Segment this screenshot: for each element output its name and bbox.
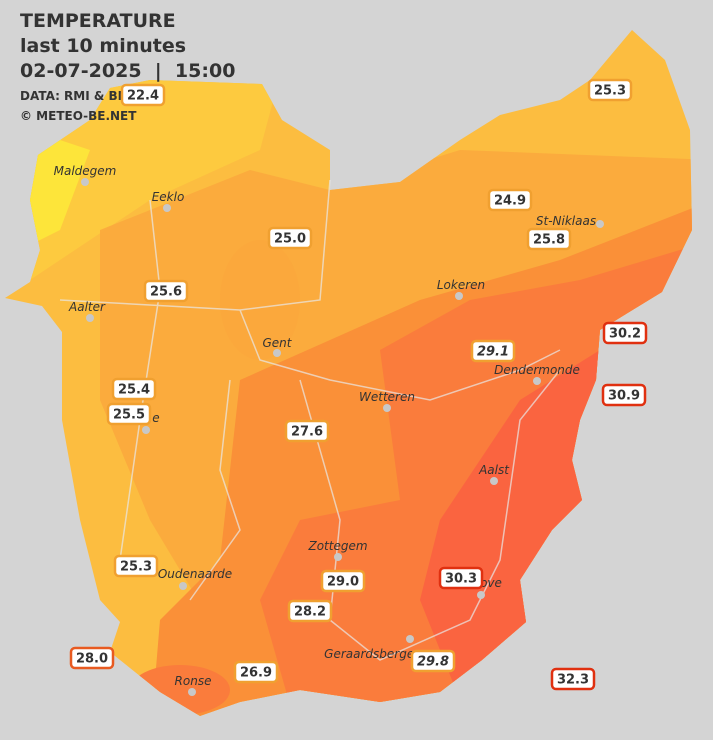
city-dot (86, 314, 94, 322)
station-value: 27.6 (291, 425, 323, 440)
station-box (111, 377, 157, 401)
station-value: 25.8 (533, 233, 565, 248)
city-label: Ronse (175, 674, 212, 688)
datetime: 02-07-2025 | 15:00 (20, 60, 235, 82)
cities: Maldegem Eeklo St-Niklaas Lokeren Aalter Gent… (54, 164, 604, 696)
station-box (601, 383, 647, 407)
station-box (487, 188, 533, 212)
city-label: Aalter (68, 300, 106, 314)
station-box (287, 599, 333, 623)
subtitle: last 10 minutes (20, 35, 186, 57)
station-value: 28.2 (294, 605, 326, 620)
station-value: 25.5 (113, 408, 145, 423)
station-box (284, 419, 330, 443)
city-label: Aalst (478, 463, 510, 477)
city-dot (383, 404, 391, 412)
station-value: 30.3 (445, 572, 477, 587)
city-dot (455, 292, 463, 300)
station-box (526, 227, 572, 251)
station-value: 25.6 (150, 285, 182, 300)
station-value: 29.1 (477, 345, 509, 360)
rivers (59, 179, 561, 661)
station-value: 26.9 (240, 666, 272, 681)
city-label: Maldegem (54, 164, 117, 178)
station-value: 25.3 (120, 560, 152, 575)
city-label: St-Niklaas (536, 214, 596, 228)
station-value: 22.4 (127, 89, 159, 104)
city-dot (596, 220, 604, 228)
station-value: 25.3 (594, 84, 626, 99)
station-box (470, 339, 516, 363)
city-dot (406, 635, 414, 643)
city-dot (533, 377, 541, 385)
city-label: Dendermonde (494, 363, 580, 377)
station-box (587, 78, 633, 102)
city-label: Eeklo (152, 190, 185, 204)
city-dot (273, 349, 281, 357)
city-label: Oudenaarde (158, 567, 232, 581)
station-box (320, 569, 366, 593)
station-box (410, 649, 456, 673)
city-label: Zottegem (307, 539, 367, 553)
copyright: © METEO-BE.NET (20, 109, 137, 123)
city-dot (188, 688, 196, 696)
station-value: 29.0 (327, 575, 359, 590)
station-box (602, 321, 648, 345)
station-value: 30.9 (608, 389, 640, 404)
city-dot (477, 591, 485, 599)
city-label: e (152, 411, 159, 425)
city-dot (163, 204, 171, 212)
station-box (143, 279, 189, 303)
city-dot (142, 426, 150, 434)
station-value: 24.9 (494, 194, 526, 209)
station-value: 30.2 (609, 327, 641, 342)
title: TEMPERATURE (20, 10, 176, 32)
city-label: Lokeren (437, 278, 485, 292)
station-value: 25.0 (274, 232, 306, 247)
station-box (106, 402, 152, 426)
city-label: Gent (263, 336, 293, 350)
station-box (69, 646, 115, 670)
station-box (438, 566, 484, 590)
station-box (120, 83, 166, 107)
city-label: Geraardsbergen (324, 647, 422, 661)
city-dot (490, 477, 498, 485)
station-box (267, 226, 313, 250)
station-value: 32.3 (557, 673, 589, 688)
stations: 22.4 25.3 24.9 25.8 25.0 25.6 30.2 29.1 30.9 25.4… (69, 78, 648, 691)
station-box (113, 554, 159, 578)
city-dot (334, 553, 342, 561)
station-value: 28.0 (76, 652, 108, 667)
city-label: ove (480, 576, 502, 590)
station-value: 25.4 (118, 383, 150, 398)
station-value: 29.8 (417, 655, 449, 670)
station-box (550, 667, 596, 691)
source: DATA: RMI & BMCB (20, 89, 148, 103)
city-dot (179, 582, 187, 590)
city-label: Wetteren (359, 390, 415, 404)
station-box (233, 660, 279, 684)
city-dot (81, 178, 89, 186)
